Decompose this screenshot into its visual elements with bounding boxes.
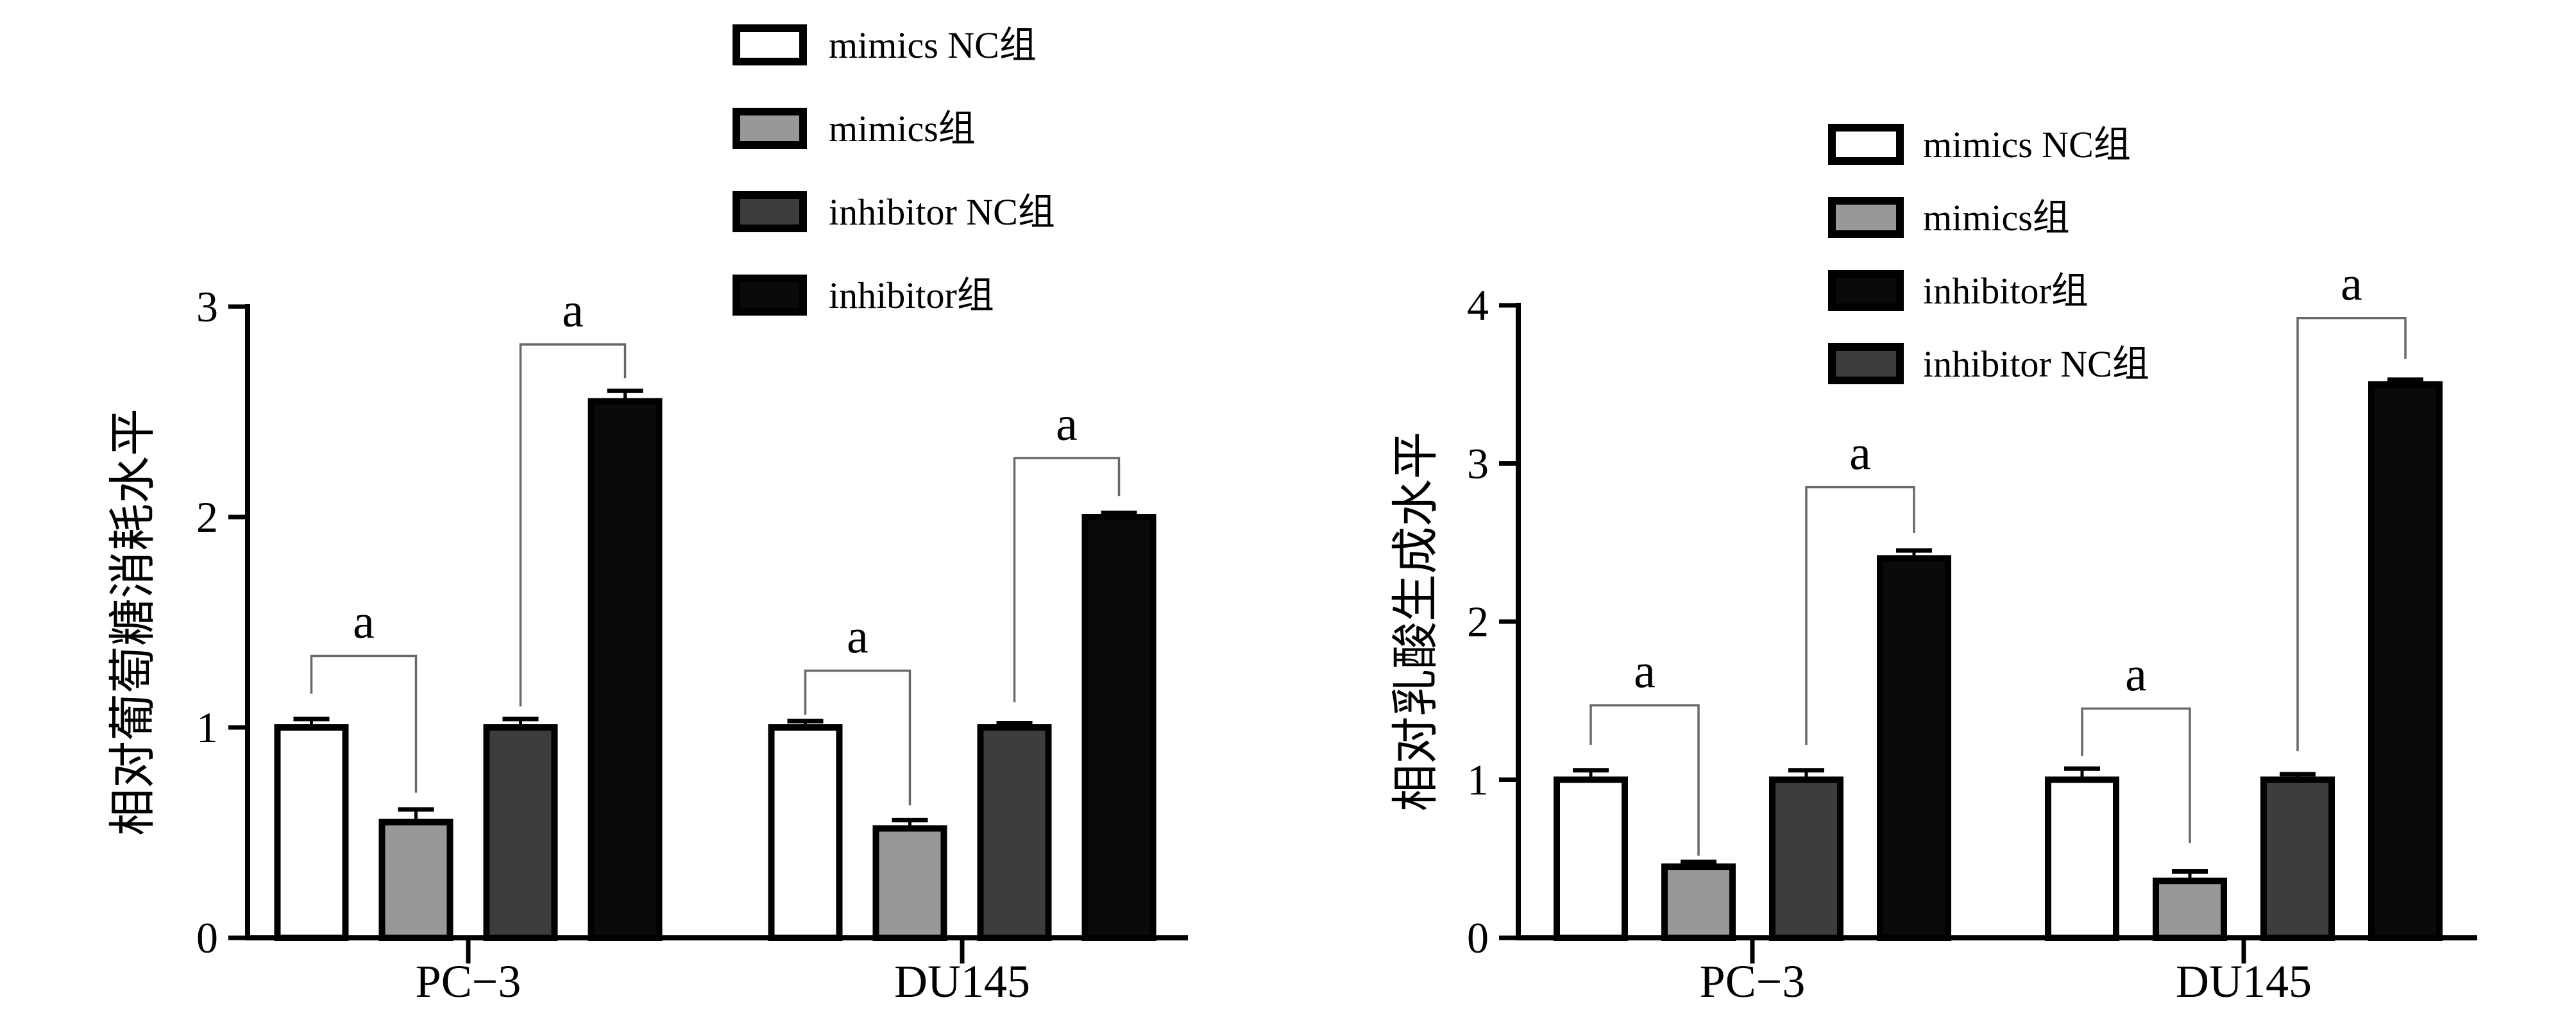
y-tick-label: 0 xyxy=(1467,913,1489,962)
legend-swatch-1 xyxy=(1828,124,1904,165)
legend-swatch-2 xyxy=(1828,197,1904,238)
significance-label: a xyxy=(1849,426,1871,480)
glucose-inhibitor-nc-bar-pc3 xyxy=(483,724,558,941)
lactate-mimics-nc-bar-du145 xyxy=(2045,776,2119,941)
significance-label: a xyxy=(562,284,584,337)
y-axis-title: 相对葡萄糖消耗水平 xyxy=(107,409,160,836)
lactate-inhibitor-nc-bar-pc3 xyxy=(1769,776,1843,941)
category-label: PC−3 xyxy=(416,956,521,1007)
significance-label: a xyxy=(2341,257,2362,311)
glucose-mimics-bar-du145 xyxy=(872,825,947,941)
legend-entry-label: inhibitor NC组 xyxy=(829,191,1055,233)
lactate-mimics-bar-du145 xyxy=(2153,878,2227,942)
legend-entry-label: mimics NC组 xyxy=(829,24,1037,66)
glucose-mimics-bar-pc3 xyxy=(378,819,453,941)
significance-bracket xyxy=(519,343,627,707)
legend-entry-label: inhibitor NC组 xyxy=(1923,343,2149,385)
legend-swatch-2 xyxy=(733,108,807,149)
significance-label: a xyxy=(847,609,869,663)
y-tick-label: 2 xyxy=(1467,597,1489,646)
category-label: DU145 xyxy=(2176,956,2312,1007)
glucose-inhibitor-nc-bar-du145 xyxy=(977,724,1052,941)
legend-swatch-4 xyxy=(733,275,807,316)
lactate-mimics-bar-pc3 xyxy=(1661,863,1736,941)
lactate-mimics-nc-bar-pc3 xyxy=(1554,776,1628,941)
legend-entry-label: mimics组 xyxy=(829,108,976,149)
y-tick-label: 3 xyxy=(1467,439,1489,488)
significance-bracket xyxy=(2296,316,2407,752)
lactate-legend: mimics NC组 mimics组 inhibitor组 inhibitor NC组 xyxy=(1828,124,2149,385)
category-label: DU145 xyxy=(894,956,1030,1007)
y-axis-title: 相对乳酸生成水平 xyxy=(1390,432,1443,811)
lactate-inhibitor-bar-du145 xyxy=(2368,381,2443,941)
legend-entry-label: inhibitor组 xyxy=(1923,270,2089,312)
significance-bracket xyxy=(310,654,418,793)
glucose-inhibitor-bar-du145 xyxy=(1081,514,1157,941)
legend-entry-label: inhibitor组 xyxy=(829,275,994,316)
legend-entry-label: mimics组 xyxy=(1923,197,2070,239)
y-tick-label: 2 xyxy=(196,493,218,541)
y-tick-label: 4 xyxy=(1467,281,1489,330)
glucose-mimics-nc-bar-pc3 xyxy=(274,724,349,941)
glucose-inhibitor-bar-pc3 xyxy=(588,398,663,941)
significance-bracket xyxy=(1589,704,1700,856)
significance-label: a xyxy=(2125,648,2147,702)
legend-entry-label: mimics NC组 xyxy=(1923,124,2131,166)
significance-bracket xyxy=(2081,707,2191,844)
category-label: PC−3 xyxy=(1700,956,1806,1007)
significance-label: a xyxy=(353,595,375,649)
significance-label: a xyxy=(1634,645,1656,699)
y-tick-label: 1 xyxy=(1467,756,1489,804)
legend-swatch-3 xyxy=(1828,270,1904,311)
significance-bracket xyxy=(1013,457,1121,702)
lactate-inhibitor-nc-bar-du145 xyxy=(2260,776,2335,941)
significance-label: a xyxy=(1056,397,1078,451)
significance-bracket xyxy=(804,669,911,806)
legend-swatch-1 xyxy=(733,24,807,65)
y-tick-label: 1 xyxy=(196,703,218,752)
significance-bracket xyxy=(1805,486,1915,745)
y-tick-label: 0 xyxy=(196,913,218,962)
glucose-legend: mimics NC组 mimics组 inhibitor NC组 inhibitor组 xyxy=(733,24,1055,316)
glucose-mimics-nc-bar-du145 xyxy=(768,724,843,941)
y-tick-label: 3 xyxy=(196,282,218,331)
legend-swatch-3 xyxy=(733,191,807,232)
legend-swatch-4 xyxy=(1828,343,1904,384)
lactate-inhibitor-bar-pc3 xyxy=(1877,555,1951,941)
